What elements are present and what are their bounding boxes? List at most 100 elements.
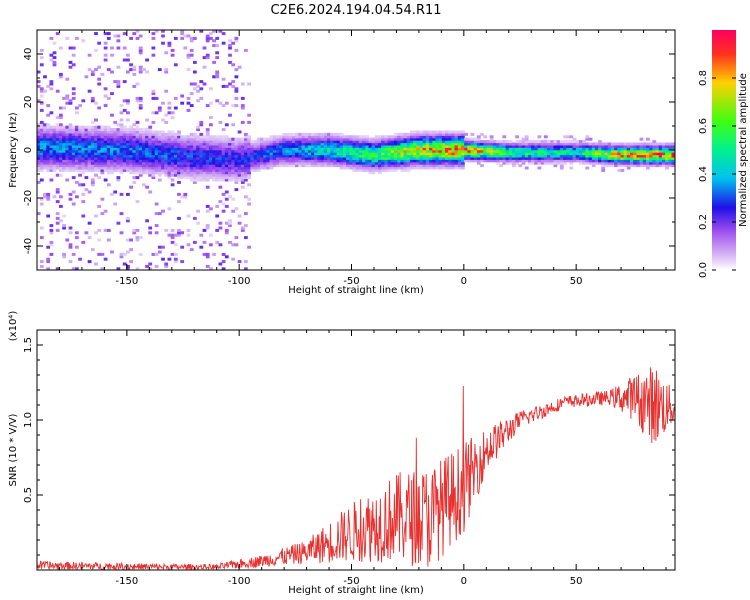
heatmap-cell xyxy=(333,144,338,148)
heatmap-cell xyxy=(256,159,261,163)
heatmap-cell xyxy=(502,140,507,144)
heatmap-cell xyxy=(572,147,577,151)
heatmap-cell xyxy=(81,164,86,168)
heatmap-cell xyxy=(288,156,293,160)
heatmap-cell xyxy=(362,159,366,163)
heatmap-cell xyxy=(269,159,274,163)
heatmap-cell xyxy=(237,214,242,218)
heatmap-cell xyxy=(106,142,111,146)
heatmap-cell xyxy=(87,236,92,240)
heatmap-cell xyxy=(231,147,236,151)
heatmap-cell xyxy=(247,137,251,141)
heatmap-cell xyxy=(151,149,156,153)
heatmap-cell xyxy=(39,132,44,136)
heatmap-cell xyxy=(59,132,63,136)
heatmap-cell xyxy=(231,173,236,177)
heatmap-cell xyxy=(43,144,47,148)
heatmap-cell xyxy=(202,65,207,69)
heatmap-cell xyxy=(339,161,344,165)
heatmap-cell xyxy=(298,144,303,148)
heatmap-cell xyxy=(311,152,315,156)
heatmap-cell xyxy=(244,152,248,156)
heatmap-cell xyxy=(311,132,315,136)
heatmap-cell xyxy=(180,152,185,156)
heatmap-cell xyxy=(199,144,204,148)
heatmap-cell xyxy=(291,154,296,158)
heatmap-cell xyxy=(598,161,602,165)
heatmap-cell xyxy=(116,39,121,43)
heatmap-cell xyxy=(173,243,178,247)
heatmap-cell xyxy=(237,176,242,180)
heatmap-cell xyxy=(135,168,140,172)
heatmap-cell xyxy=(164,144,169,148)
heatmap-cell xyxy=(209,176,213,180)
heatmap-cell xyxy=(209,161,213,165)
heatmap-cell xyxy=(317,137,322,141)
heatmap-cell xyxy=(173,164,178,168)
heatmap-cell xyxy=(110,53,114,57)
heatmap-cell xyxy=(81,166,86,170)
heatmap-cell xyxy=(365,137,370,141)
heatmap-cell xyxy=(499,142,503,146)
heatmap-cell xyxy=(355,137,360,141)
heatmap-cell xyxy=(39,48,44,52)
heatmap-cell xyxy=(161,149,165,153)
heatmap-cell xyxy=(314,161,318,165)
heatmap-cell xyxy=(138,164,143,168)
heatmap-cell xyxy=(419,152,424,156)
heatmap-cell xyxy=(59,168,63,172)
heatmap-cell xyxy=(432,159,437,163)
heatmap-cell xyxy=(575,140,580,144)
heatmap-cell xyxy=(301,140,306,144)
heatmap-cell xyxy=(419,156,424,160)
heatmap-cell xyxy=(196,137,200,141)
heatmap-cell xyxy=(358,168,363,172)
heatmap-cell xyxy=(524,144,529,148)
heatmap-cell xyxy=(196,128,200,132)
heatmap-cell xyxy=(272,144,277,148)
heatmap-cell xyxy=(327,152,331,156)
heatmap-cell xyxy=(106,128,111,132)
heatmap-cell xyxy=(649,144,653,148)
heatmap-cell xyxy=(68,149,73,153)
heatmap-cell xyxy=(209,32,213,36)
heatmap-cell xyxy=(362,140,366,144)
heatmap-cell xyxy=(167,257,172,261)
heatmap-cell xyxy=(180,168,185,172)
heatmap-cell xyxy=(371,164,376,168)
heatmap-cell xyxy=(237,168,242,172)
heatmap-cell xyxy=(186,156,191,160)
heatmap-cell xyxy=(205,34,210,38)
heatmap-cell xyxy=(355,164,360,168)
heatmap-cell xyxy=(161,147,165,151)
heatmap-cell xyxy=(457,147,462,151)
heatmap-cell xyxy=(37,154,41,158)
heatmap-cell xyxy=(196,176,200,180)
heatmap-cell xyxy=(591,142,596,146)
heatmap-cell xyxy=(189,53,194,57)
heatmap-cell xyxy=(87,140,92,144)
heatmap-cell xyxy=(467,147,472,151)
heatmap-cell xyxy=(94,159,98,163)
heatmap-cell xyxy=(113,142,118,146)
heatmap-cell xyxy=(234,137,239,141)
heatmap-cell xyxy=(604,142,609,146)
heatmap-cell xyxy=(655,144,660,148)
heatmap-cell xyxy=(368,168,373,172)
heatmap-cell xyxy=(413,166,417,170)
heatmap-cell xyxy=(368,149,373,153)
heatmap-cell xyxy=(157,147,162,151)
heatmap-cell xyxy=(390,166,395,170)
heatmap-cell xyxy=(234,140,239,144)
heatmap-cell xyxy=(266,144,271,148)
heatmap-cell xyxy=(81,132,86,136)
heatmap-cell xyxy=(43,75,47,79)
heatmap-cell xyxy=(148,154,153,158)
heatmap-cell xyxy=(256,154,261,158)
heatmap-cell xyxy=(276,159,280,163)
heatmap-cell xyxy=(505,161,510,165)
heatmap-cell xyxy=(180,149,185,153)
heatmap-cell xyxy=(183,154,188,158)
heatmap-cell xyxy=(307,147,312,151)
heatmap-cell xyxy=(106,168,111,172)
